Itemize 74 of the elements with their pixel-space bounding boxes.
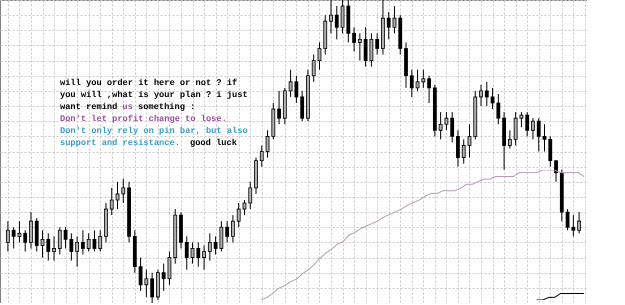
candlestick: [479, 84, 483, 107]
annotation: Don't let profit change to lose.: [60, 114, 227, 124]
candlestick: [23, 230, 28, 252]
candlestick: [242, 199, 246, 216]
candlestick: [196, 242, 200, 268]
candlestick: [46, 232, 50, 262]
candlestick: [277, 90, 281, 125]
candlestick: [525, 112, 530, 137]
candlestick: [416, 69, 420, 92]
candlestick: [236, 202, 241, 228]
candlestick: [392, 6, 396, 34]
annotation: good luck: [190, 138, 237, 148]
candlestick: [427, 75, 431, 104]
candlestick: [520, 112, 524, 128]
candlestick: [444, 112, 448, 131]
candlestick: [542, 124, 546, 152]
candlestick: [231, 214, 235, 243]
candlestick: [462, 138, 466, 164]
candlestick: [138, 257, 142, 292]
candlestick: [58, 226, 62, 256]
candlestick: [266, 130, 270, 158]
candlestick: [248, 181, 252, 210]
candlestick: [121, 178, 126, 204]
candlestick: [208, 232, 212, 262]
candlestick: [369, 32, 374, 68]
candlestick: [496, 93, 500, 125]
candlestick: [18, 220, 22, 243]
candlestick: [554, 160, 558, 182]
annotation: support and resistance.: [60, 138, 180, 148]
candlestick: [260, 144, 264, 168]
candlestick: [468, 124, 472, 158]
candlestick: [334, 6, 339, 40]
candlestick: [536, 118, 541, 152]
candlestick: [64, 226, 68, 249]
candlestick: [548, 136, 552, 168]
candlestick: [190, 242, 194, 264]
annotation: us: [122, 102, 133, 112]
candlestick: [86, 232, 91, 252]
candlestick: [340, 0, 344, 34]
candlestick: [202, 244, 206, 270]
candlestick: [92, 230, 96, 252]
candlestick: [484, 81, 489, 107]
candlestick: [386, 12, 391, 40]
candlestick: [98, 230, 102, 252]
candlestick: [490, 87, 494, 110]
annotation: Don't only rely on pin bar, but also: [60, 126, 248, 136]
candlestick: [214, 236, 218, 256]
candlestick: [294, 75, 298, 104]
candlestick: [450, 112, 454, 143]
candlestick: [40, 230, 44, 258]
candlestick: [566, 208, 570, 231]
candlestick: [300, 90, 304, 122]
candlestick: [288, 69, 293, 98]
annotation: want remind: [60, 102, 118, 112]
candlestick: [375, 32, 380, 56]
candlestick: [329, 0, 333, 34]
candlestick: [531, 118, 535, 140]
candlestick: [80, 230, 85, 256]
candlestick: [184, 236, 189, 270]
candlestick: [318, 42, 322, 70]
candlestick: [577, 212, 582, 234]
candlestick: [410, 69, 414, 98]
candlestick: [29, 212, 33, 249]
candlestick: [168, 250, 172, 286]
candlestick: [352, 26, 356, 52]
annotation: will you order it here or not ? if: [60, 78, 238, 88]
annotation: you will ,what is your plan ? i just: [60, 90, 248, 100]
candlestick: [6, 220, 10, 252]
candlestick: [312, 54, 316, 82]
candlestick: [456, 130, 460, 168]
candlestick: [110, 187, 114, 216]
candlestick: [116, 181, 120, 210]
annotation: something :: [138, 102, 196, 112]
candlestick: [52, 236, 56, 262]
